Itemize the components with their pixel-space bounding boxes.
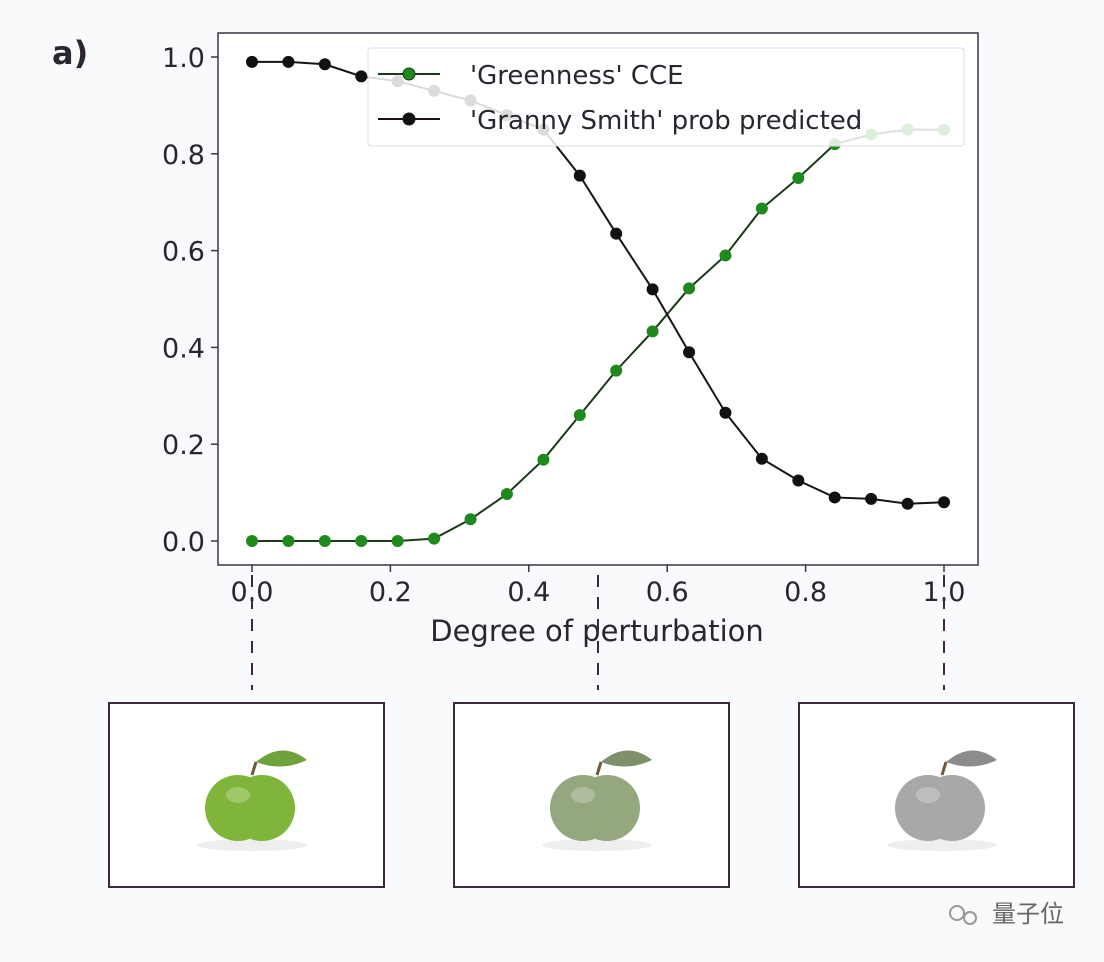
data-point <box>719 249 732 262</box>
legend-marker-granny-smith <box>402 112 416 126</box>
data-point <box>646 283 659 296</box>
data-point <box>719 406 732 419</box>
data-point <box>246 55 258 68</box>
data-point <box>282 55 295 68</box>
apple-image-2 <box>798 702 1075 888</box>
data-point <box>246 535 258 547</box>
data-point <box>464 513 477 526</box>
legend-label-greenness: 'Greenness' CCE <box>470 61 684 91</box>
y-tick-label: 0.0 <box>162 527 205 558</box>
series-line-0 <box>252 128 944 542</box>
y-tick-label: 0.4 <box>162 333 205 364</box>
apple-image-0 <box>108 702 385 888</box>
watermark: 量子位 <box>992 900 1064 928</box>
data-point <box>683 282 696 295</box>
y-tick-label: 0.2 <box>162 430 205 461</box>
data-point <box>282 535 295 547</box>
data-point <box>610 227 623 240</box>
y-tick-label: 1.0 <box>162 43 205 74</box>
data-point <box>573 409 586 422</box>
data-point <box>318 535 331 547</box>
data-point <box>865 492 878 505</box>
apple-image-1 <box>453 702 730 888</box>
data-point <box>901 497 914 510</box>
data-point <box>355 70 368 83</box>
data-point <box>428 532 441 545</box>
watermark-logo <box>949 905 977 925</box>
data-point <box>755 202 768 215</box>
data-point <box>537 453 550 466</box>
data-point <box>792 172 805 184</box>
data-point <box>646 325 659 338</box>
legend: 'Greenness' CCE 'Granny Smith' prob pred… <box>367 47 965 147</box>
y-tick-label: 0.6 <box>162 237 205 268</box>
series-line-1 <box>252 60 945 505</box>
data-point <box>391 535 404 547</box>
data-point <box>318 58 331 71</box>
panel-label: a) <box>52 34 89 72</box>
x-tick-label: 0.4 <box>507 577 550 608</box>
x-tick-label: 0.6 <box>646 577 689 608</box>
x-tick-label: 0.8 <box>784 577 827 608</box>
data-point <box>355 535 368 547</box>
data-point <box>500 488 513 501</box>
data-point <box>755 452 768 465</box>
data-point <box>573 169 586 182</box>
data-point <box>610 364 623 377</box>
legend-marker-greenness <box>402 67 416 81</box>
data-point <box>792 474 805 487</box>
legend-label-granny-smith: 'Granny Smith' prob predicted <box>470 106 862 136</box>
data-point <box>828 491 841 504</box>
data-point <box>683 346 696 359</box>
data-point <box>938 496 950 509</box>
x-tick-label: 0.2 <box>369 577 412 608</box>
y-tick-label: 0.8 <box>162 140 205 171</box>
